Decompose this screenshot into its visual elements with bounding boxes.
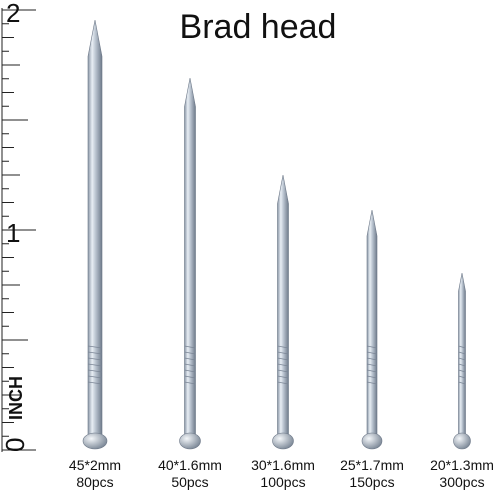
nail-groove	[366, 351, 378, 355]
nail-groove	[184, 363, 196, 367]
nail-size: 25*1.7mm	[340, 457, 404, 473]
nail-groove	[87, 345, 103, 349]
nail-groove	[366, 381, 378, 385]
nail-groove	[366, 369, 378, 373]
nail-groove	[277, 381, 289, 385]
nail-groove	[458, 357, 466, 361]
nail-groove	[366, 363, 378, 367]
nail-groove	[277, 351, 289, 355]
nail-groove	[277, 363, 289, 367]
nail-groove	[184, 375, 196, 379]
ruler-label: 2	[6, 0, 20, 28]
nail-head	[453, 432, 471, 450]
nail-size: 40*1.6mm	[158, 457, 222, 473]
ruler-label: 1	[6, 218, 20, 248]
nail-head	[272, 432, 294, 450]
nail-groove	[87, 357, 103, 361]
nail-count: 300pcs	[439, 474, 484, 490]
nail-groove	[277, 357, 289, 361]
nail-groove	[458, 363, 466, 367]
nail-groove	[366, 345, 378, 349]
nail-count: 100pcs	[260, 474, 305, 490]
nail-count: 80pcs	[76, 474, 113, 490]
nail-head	[179, 432, 201, 450]
ruler	[2, 9, 36, 451]
nail-groove	[458, 375, 466, 379]
nail-shank	[87, 19, 103, 437]
nail-groove	[458, 345, 466, 349]
nail-shank	[458, 272, 466, 437]
nail-groove	[87, 351, 103, 355]
ruler-unit: INCH	[6, 376, 26, 420]
nail-groove	[184, 345, 196, 349]
nail-groove	[87, 369, 103, 373]
nail-head	[82, 432, 108, 450]
nail-groove	[184, 351, 196, 355]
ruler-label: 0	[0, 438, 30, 452]
nail-groove	[366, 375, 378, 379]
nail-size: 20*1.3mm	[430, 457, 494, 473]
nail-groove	[458, 369, 466, 373]
nail-groove	[87, 381, 103, 385]
nail-groove	[184, 357, 196, 361]
nail-groove	[277, 375, 289, 379]
nail-groove	[277, 369, 289, 373]
nail-groove	[277, 345, 289, 349]
nail-groove	[366, 357, 378, 361]
nail-head	[361, 432, 383, 450]
nail-count: 50pcs	[171, 474, 208, 490]
nail-groove	[87, 375, 103, 379]
nail-size: 45*2mm	[69, 457, 121, 473]
nail-groove	[458, 351, 466, 355]
nail-size: 30*1.6mm	[251, 457, 315, 473]
nail-count: 150pcs	[349, 474, 394, 490]
nail-shank	[366, 209, 378, 437]
nail-shank	[277, 174, 289, 437]
nail-groove	[184, 369, 196, 373]
nail-groove	[87, 363, 103, 367]
nail-groove	[184, 381, 196, 385]
nail-groove	[458, 381, 466, 385]
title: Brad head	[180, 8, 337, 46]
